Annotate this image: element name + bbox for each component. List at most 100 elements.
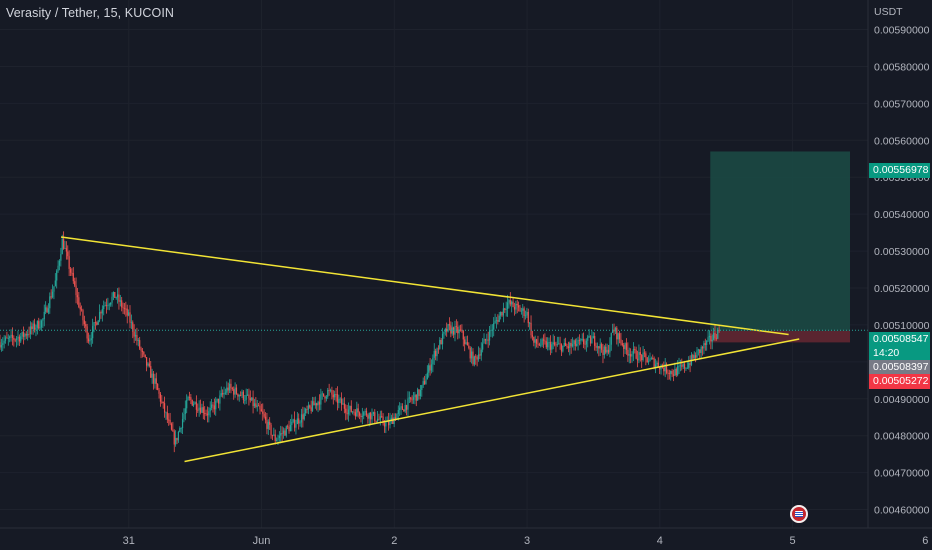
candle-body [665, 364, 668, 373]
candle-body [223, 392, 225, 395]
candle-body [711, 339, 713, 342]
candle-body [497, 320, 499, 322]
candle-body [436, 348, 438, 357]
candle-body [556, 344, 558, 345]
candle-body [241, 391, 243, 396]
candle-body [654, 364, 657, 368]
trendlines[interactable] [60, 236, 800, 463]
trendline[interactable] [184, 338, 800, 463]
candle-body [390, 417, 392, 420]
candle-body [419, 389, 422, 397]
candle-body [585, 340, 587, 345]
price-axis[interactable]: 0.00460000 0.00470000 0.00480000 0.00490000… [874, 25, 930, 517]
candle-body [685, 367, 687, 369]
candle-body [255, 403, 257, 407]
candle-body [269, 421, 271, 425]
candle-body [508, 300, 510, 303]
candle-body [502, 308, 504, 316]
candle-body [480, 349, 482, 356]
candle-body [324, 395, 326, 399]
candle-body [625, 343, 628, 350]
candle-body [296, 418, 298, 425]
candle-body [457, 326, 459, 334]
stop-zone[interactable] [710, 330, 850, 343]
candlestick-series [0, 231, 720, 453]
candle-body [523, 308, 525, 317]
candle-body [567, 346, 569, 349]
candle-body [28, 333, 30, 335]
candle-body [472, 351, 474, 365]
candle-body [328, 389, 330, 391]
candle-body [343, 403, 345, 409]
candle-body [152, 373, 155, 384]
candle-body [216, 398, 218, 401]
candle-body [540, 344, 542, 346]
candle-body [137, 340, 139, 341]
candle-body [374, 412, 376, 421]
candle-body [133, 331, 135, 337]
candle-body [367, 415, 369, 419]
target-zone[interactable] [710, 151, 850, 331]
candle-body [116, 294, 119, 298]
candle-body [356, 408, 358, 417]
candle-body [686, 367, 688, 369]
candle-body [256, 405, 258, 407]
candle-body [415, 394, 417, 401]
candle-body [277, 438, 279, 440]
candle-body [606, 349, 608, 353]
candle-body [512, 301, 514, 307]
time-axis[interactable]: 31 Jun 2 3 4 5 6 [123, 535, 929, 547]
candle-body [426, 372, 428, 380]
symbol-title[interactable]: Verasity / Tether, 15, KUCOIN [6, 6, 175, 20]
candle-body [346, 412, 348, 415]
candle-body [477, 354, 480, 360]
candle-body [220, 393, 222, 396]
us-flag-icon[interactable] [790, 505, 808, 523]
candle-body [298, 418, 300, 424]
candle-body [570, 343, 572, 347]
candle-body [533, 336, 535, 343]
candle-body [141, 350, 144, 352]
candle-body [417, 389, 419, 401]
candle-body [89, 340, 91, 342]
candle-body [591, 338, 593, 344]
candle-body [291, 421, 293, 426]
candle-body [663, 367, 665, 372]
candle-body [552, 342, 554, 345]
candle-body [382, 416, 384, 424]
candle-body [33, 323, 36, 330]
candle-body [476, 357, 478, 360]
candle-body [652, 358, 654, 359]
candle-body [639, 352, 641, 355]
candle-body [511, 301, 513, 305]
candle-body [54, 280, 56, 287]
candle-body [453, 327, 455, 335]
candle-body [303, 413, 305, 420]
candle-body [401, 406, 404, 410]
candle-body [340, 398, 343, 405]
candle-body [51, 291, 54, 298]
candle-body [288, 426, 290, 432]
position-zones [710, 151, 850, 343]
candle-body [447, 324, 449, 332]
candle-body [93, 322, 95, 327]
candle-body [327, 389, 329, 397]
candle-body [388, 420, 390, 426]
candle-body [529, 322, 531, 324]
candle-body [209, 407, 211, 412]
candle-body [129, 312, 131, 323]
candle-body [191, 400, 193, 406]
trendline[interactable] [60, 236, 789, 336]
candle-body [704, 343, 706, 345]
candle-body [630, 354, 632, 357]
candle-body [58, 260, 61, 266]
candle-body [170, 423, 173, 430]
candle-body [574, 340, 576, 346]
candle-body [689, 363, 691, 365]
candle-body [49, 296, 51, 309]
candle-body [7, 338, 9, 339]
candle-body [72, 273, 74, 282]
candle-body [300, 414, 303, 423]
candle-body [3, 340, 5, 344]
